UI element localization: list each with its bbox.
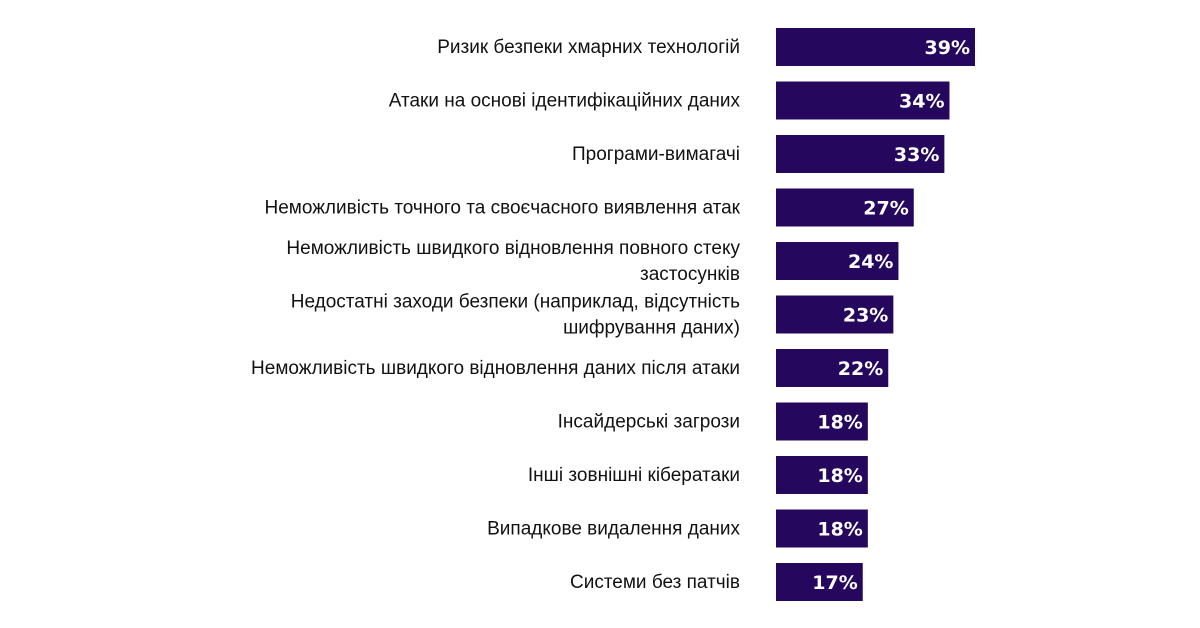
bar-9 — [776, 509, 868, 548]
bars-layer: 39% 34% 33% 27% 24% 23% 22% 18% 18% 18% 17% — [776, 28, 975, 601]
bar-8 — [776, 456, 868, 494]
category-label-8: Інші зовнішні кібератаки — [528, 465, 740, 486]
bar-value-label-2: 33% — [894, 144, 939, 166]
bar-value-label-0: 39% — [925, 37, 970, 59]
category-label-line: Атаки на основі ідентифікаційних даних — [389, 91, 741, 112]
bar-value-label-1: 34% — [899, 91, 944, 113]
bar-4 — [776, 242, 899, 280]
bar-value-label-7: 18% — [817, 412, 862, 434]
bar-2 — [776, 135, 945, 173]
category-label-line: Системи без патчів — [570, 572, 740, 593]
category-label-line: Програми-вимагачі — [572, 144, 740, 165]
bar-value-label-3: 27% — [863, 198, 908, 220]
category-label-line: застосунків — [640, 264, 740, 285]
bar-value-label-6: 22% — [838, 358, 883, 380]
category-label-0: Ризик безпеки хмарних технологій — [437, 37, 740, 58]
category-label-line: шифрування даних) — [563, 318, 740, 339]
bar-value-label-10: 17% — [812, 572, 857, 594]
category-label-line: Неможливість швидкого відновлення повног… — [286, 238, 740, 259]
bar-value-label-9: 18% — [817, 519, 862, 541]
category-label-line: Неможливість точного та своєчасного вияв… — [264, 198, 740, 219]
category-label-2: Програми-вимагачі — [572, 144, 740, 165]
category-label-line: Інші зовнішні кібератаки — [528, 465, 740, 486]
bar-value-label-4: 24% — [848, 251, 893, 273]
bar-6 — [776, 349, 889, 387]
category-label-10: Системи без патчів — [570, 572, 740, 593]
category-labels-layer: Ризик безпеки хмарних технологій Атаки на… — [251, 37, 741, 593]
category-label-4: Неможливість швидкого відновлення повног… — [286, 238, 740, 285]
bar-1 — [776, 81, 950, 120]
category-label-line: Неможливість швидкого відновлення даних … — [251, 358, 740, 379]
category-label-line: Ризик безпеки хмарних технологій — [437, 37, 740, 58]
bar-value-label-5: 23% — [843, 305, 888, 327]
category-label-7: Інсайдерські загрози — [558, 412, 740, 433]
category-label-line: Інсайдерські загрози — [558, 412, 740, 433]
category-label-5: Недостатні заходи безпеки (наприклад, ві… — [291, 292, 740, 339]
category-label-9: Випадкове видалення даних — [487, 519, 740, 540]
category-label-3: Неможливість точного та своєчасного вияв… — [264, 198, 740, 219]
bar-value-label-8: 18% — [817, 465, 862, 487]
category-label-1: Атаки на основі ідентифікаційних даних — [389, 91, 741, 112]
bar-5 — [776, 295, 894, 334]
category-label-line: Випадкове видалення даних — [487, 519, 740, 540]
bar-0 — [776, 28, 975, 66]
category-label-6: Неможливість швидкого відновлення даних … — [251, 358, 740, 379]
bar-10 — [776, 563, 863, 601]
category-label-line: Недостатні заходи безпеки (наприклад, ві… — [291, 292, 740, 313]
bar-3 — [776, 188, 914, 227]
bar-7 — [776, 402, 868, 441]
